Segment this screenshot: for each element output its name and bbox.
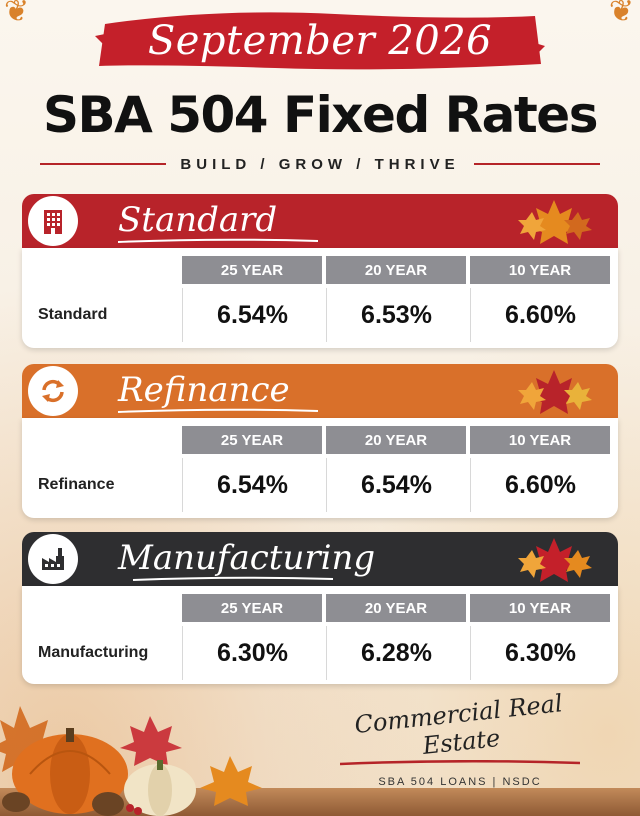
rate-10-year: 6.60% (470, 458, 610, 512)
divider (473, 163, 601, 165)
rate-10-year: 6.30% (470, 626, 610, 680)
swoosh-decoration (132, 576, 334, 581)
column-header-10-year: 10 YEAR (470, 426, 610, 454)
month-label: September 2026 (147, 18, 493, 64)
maple-leaf-icon (514, 198, 594, 246)
divider (40, 163, 167, 165)
rate-20-year: 6.53% (326, 288, 466, 342)
card-header: Standard (22, 194, 618, 248)
refinance-rate-card: Refinance 25 YEAR 20 YEAR 10 YEAR Refina… (22, 364, 618, 518)
rate-table: 25 YEAR 20 YEAR 10 YEAR Manufacturing 6.… (22, 586, 618, 684)
card-title: Manufacturing (118, 538, 376, 578)
month-banner: September 2026 (95, 6, 545, 76)
column-header-10-year: 10 YEAR (470, 594, 610, 622)
rate-25-year: 6.54% (182, 288, 322, 342)
standard-rate-card: Standard 25 YEAR 20 YEAR 10 YEAR Standar… (22, 194, 618, 348)
factory-icon (28, 534, 78, 584)
card-title: Standard (118, 200, 278, 240)
row-label: Refinance (38, 476, 115, 493)
rate-20-year: 6.28% (326, 626, 466, 680)
card-header: Manufacturing (22, 532, 618, 586)
column-header-10-year: 10 YEAR (470, 256, 610, 284)
card-header: Refinance (22, 364, 618, 418)
refresh-icon (28, 366, 78, 416)
column-headers: 25 YEAR 20 YEAR 10 YEAR (182, 426, 610, 454)
tagline: BUILD / GROW / THRIVE (180, 155, 460, 173)
column-header-25-year: 25 YEAR (182, 426, 322, 454)
tagline-row: BUILD / GROW / THRIVE (40, 154, 601, 174)
column-headers: 25 YEAR 20 YEAR 10 YEAR (182, 594, 610, 622)
maple-leaf-icon: ❦ (608, 0, 634, 28)
maple-leaf-icon (514, 536, 594, 584)
rate-values: 6.54% 6.54% 6.60% (182, 458, 610, 512)
card-title: Refinance (118, 370, 290, 410)
row-label: Standard (38, 306, 108, 323)
column-header-25-year: 25 YEAR (182, 256, 322, 284)
swoosh-decoration (118, 238, 318, 243)
brand-underline (340, 760, 580, 766)
manufacturing-rate-card: Manufacturing 25 YEAR 20 YEAR 10 YEAR Ma… (22, 532, 618, 684)
rate-20-year: 6.54% (326, 458, 466, 512)
rate-table: 25 YEAR 20 YEAR 10 YEAR Refinance 6.54% … (22, 418, 618, 518)
rate-table: 25 YEAR 20 YEAR 10 YEAR Standard 6.54% 6… (22, 248, 618, 348)
column-headers: 25 YEAR 20 YEAR 10 YEAR (182, 256, 610, 284)
column-header-20-year: 20 YEAR (326, 426, 466, 454)
page-title: SBA 504 Fixed Rates (43, 86, 598, 144)
column-header-25-year: 25 YEAR (182, 594, 322, 622)
rate-10-year: 6.60% (470, 288, 610, 342)
rate-values: 6.54% 6.53% 6.60% (182, 288, 610, 342)
rate-25-year: 6.54% (182, 458, 322, 512)
maple-leaf-icon (514, 368, 594, 416)
footer-brand: Commercial Real Estate SBA 504 LOANS | N… (325, 689, 595, 788)
rate-25-year: 6.30% (182, 626, 322, 680)
row-label: Manufacturing (38, 644, 149, 661)
building-icon (28, 196, 78, 246)
pumpkin-decoration (0, 666, 300, 816)
brand-subtitle: SBA 504 LOANS | NSDC (378, 776, 542, 788)
column-header-20-year: 20 YEAR (326, 594, 466, 622)
swoosh-decoration (118, 408, 318, 413)
rate-values: 6.30% 6.28% 6.30% (182, 626, 610, 680)
column-header-20-year: 20 YEAR (326, 256, 466, 284)
maple-leaf-icon: ❦ (4, 0, 30, 28)
